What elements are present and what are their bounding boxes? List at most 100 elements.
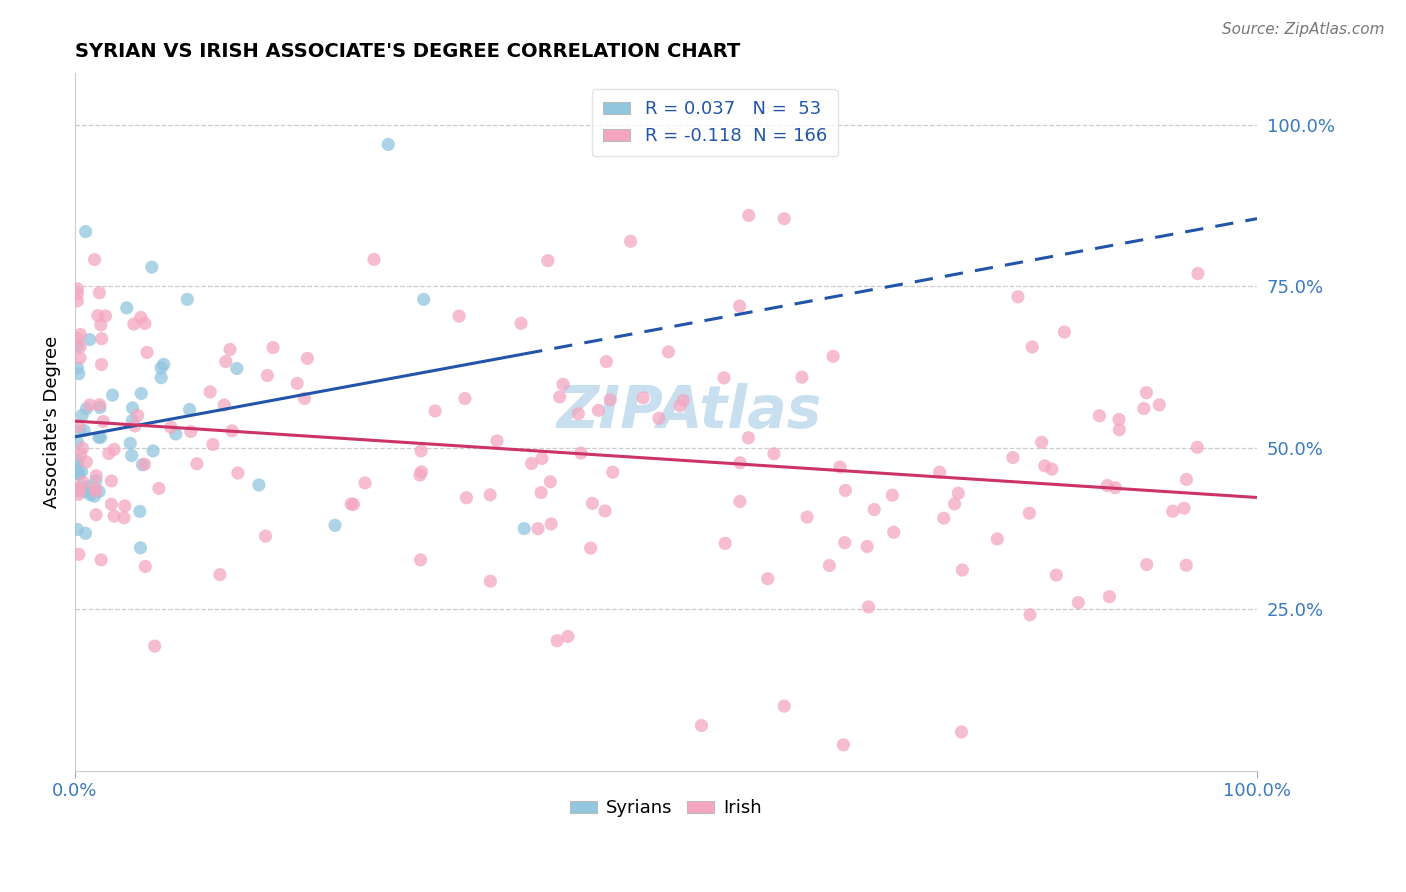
Point — [100, 497, 122, 511]
Point — [103, 509, 125, 524]
Point — [66, 332, 89, 346]
Point — [294, 392, 316, 406]
Point — [150, 360, 173, 375]
Point — [67, 419, 90, 434]
Point — [818, 558, 841, 573]
Point — [1108, 423, 1130, 437]
Point — [66, 286, 89, 301]
Point — [363, 252, 385, 267]
Point — [411, 465, 433, 479]
Text: SYRIAN VS IRISH ASSOCIATE'S DEGREE CORRELATION CHART: SYRIAN VS IRISH ASSOCIATE'S DEGREE CORRE… — [75, 42, 740, 61]
Point — [599, 392, 621, 407]
Point — [950, 725, 973, 739]
Point — [127, 409, 149, 423]
Point — [221, 424, 243, 438]
Point — [773, 211, 796, 226]
Point — [595, 354, 617, 368]
Point — [648, 411, 671, 425]
Point — [121, 413, 143, 427]
Point — [567, 407, 589, 421]
Point — [141, 260, 163, 274]
Point — [548, 390, 571, 404]
Point — [72, 475, 94, 490]
Point — [1019, 607, 1042, 622]
Point — [76, 480, 98, 494]
Point — [546, 633, 568, 648]
Point — [120, 436, 142, 450]
Point — [136, 345, 159, 359]
Point — [456, 491, 478, 505]
Point — [1161, 504, 1184, 518]
Point — [1033, 458, 1056, 473]
Point — [124, 418, 146, 433]
Point — [66, 481, 89, 495]
Point — [856, 540, 879, 554]
Point — [728, 456, 751, 470]
Point — [932, 511, 955, 525]
Point — [84, 481, 107, 495]
Point — [94, 309, 117, 323]
Point — [87, 430, 110, 444]
Text: Source: ZipAtlas.com: Source: ZipAtlas.com — [1222, 22, 1385, 37]
Point — [215, 354, 238, 368]
Point — [87, 309, 110, 323]
Point — [619, 235, 641, 249]
Point — [538, 475, 561, 489]
Point — [411, 443, 433, 458]
Point — [834, 535, 856, 549]
Point — [208, 567, 231, 582]
Point — [75, 225, 97, 239]
Point — [97, 446, 120, 460]
Point — [72, 441, 94, 455]
Point — [738, 209, 761, 223]
Point — [66, 282, 89, 296]
Point — [198, 384, 221, 399]
Point — [90, 553, 112, 567]
Point — [129, 310, 152, 325]
Point — [690, 718, 713, 732]
Point — [773, 699, 796, 714]
Point — [1136, 558, 1159, 572]
Point — [83, 489, 105, 503]
Point — [100, 474, 122, 488]
Point — [479, 574, 502, 589]
Point — [129, 386, 152, 401]
Point — [115, 301, 138, 315]
Point — [1001, 450, 1024, 465]
Point — [219, 343, 242, 357]
Point — [101, 388, 124, 402]
Point — [66, 339, 89, 353]
Point — [67, 466, 90, 480]
Point — [832, 738, 855, 752]
Point — [530, 451, 553, 466]
Point — [412, 293, 434, 307]
Point — [84, 468, 107, 483]
Point — [486, 434, 509, 448]
Point — [377, 137, 399, 152]
Point — [540, 516, 562, 531]
Point — [551, 377, 574, 392]
Point — [1104, 481, 1126, 495]
Point — [186, 457, 208, 471]
Point — [858, 599, 880, 614]
Point — [1045, 568, 1067, 582]
Point — [83, 252, 105, 267]
Point — [713, 371, 735, 385]
Point — [1097, 478, 1119, 492]
Point — [165, 427, 187, 442]
Point — [1007, 290, 1029, 304]
Point — [148, 482, 170, 496]
Point — [409, 553, 432, 567]
Point — [121, 401, 143, 415]
Point — [66, 293, 89, 308]
Point — [714, 536, 737, 550]
Point — [950, 563, 973, 577]
Point — [152, 358, 174, 372]
Point — [657, 344, 679, 359]
Point — [69, 351, 91, 365]
Point — [454, 392, 477, 406]
Point — [212, 398, 235, 412]
Point — [1098, 590, 1121, 604]
Point — [342, 497, 364, 511]
Point — [537, 253, 560, 268]
